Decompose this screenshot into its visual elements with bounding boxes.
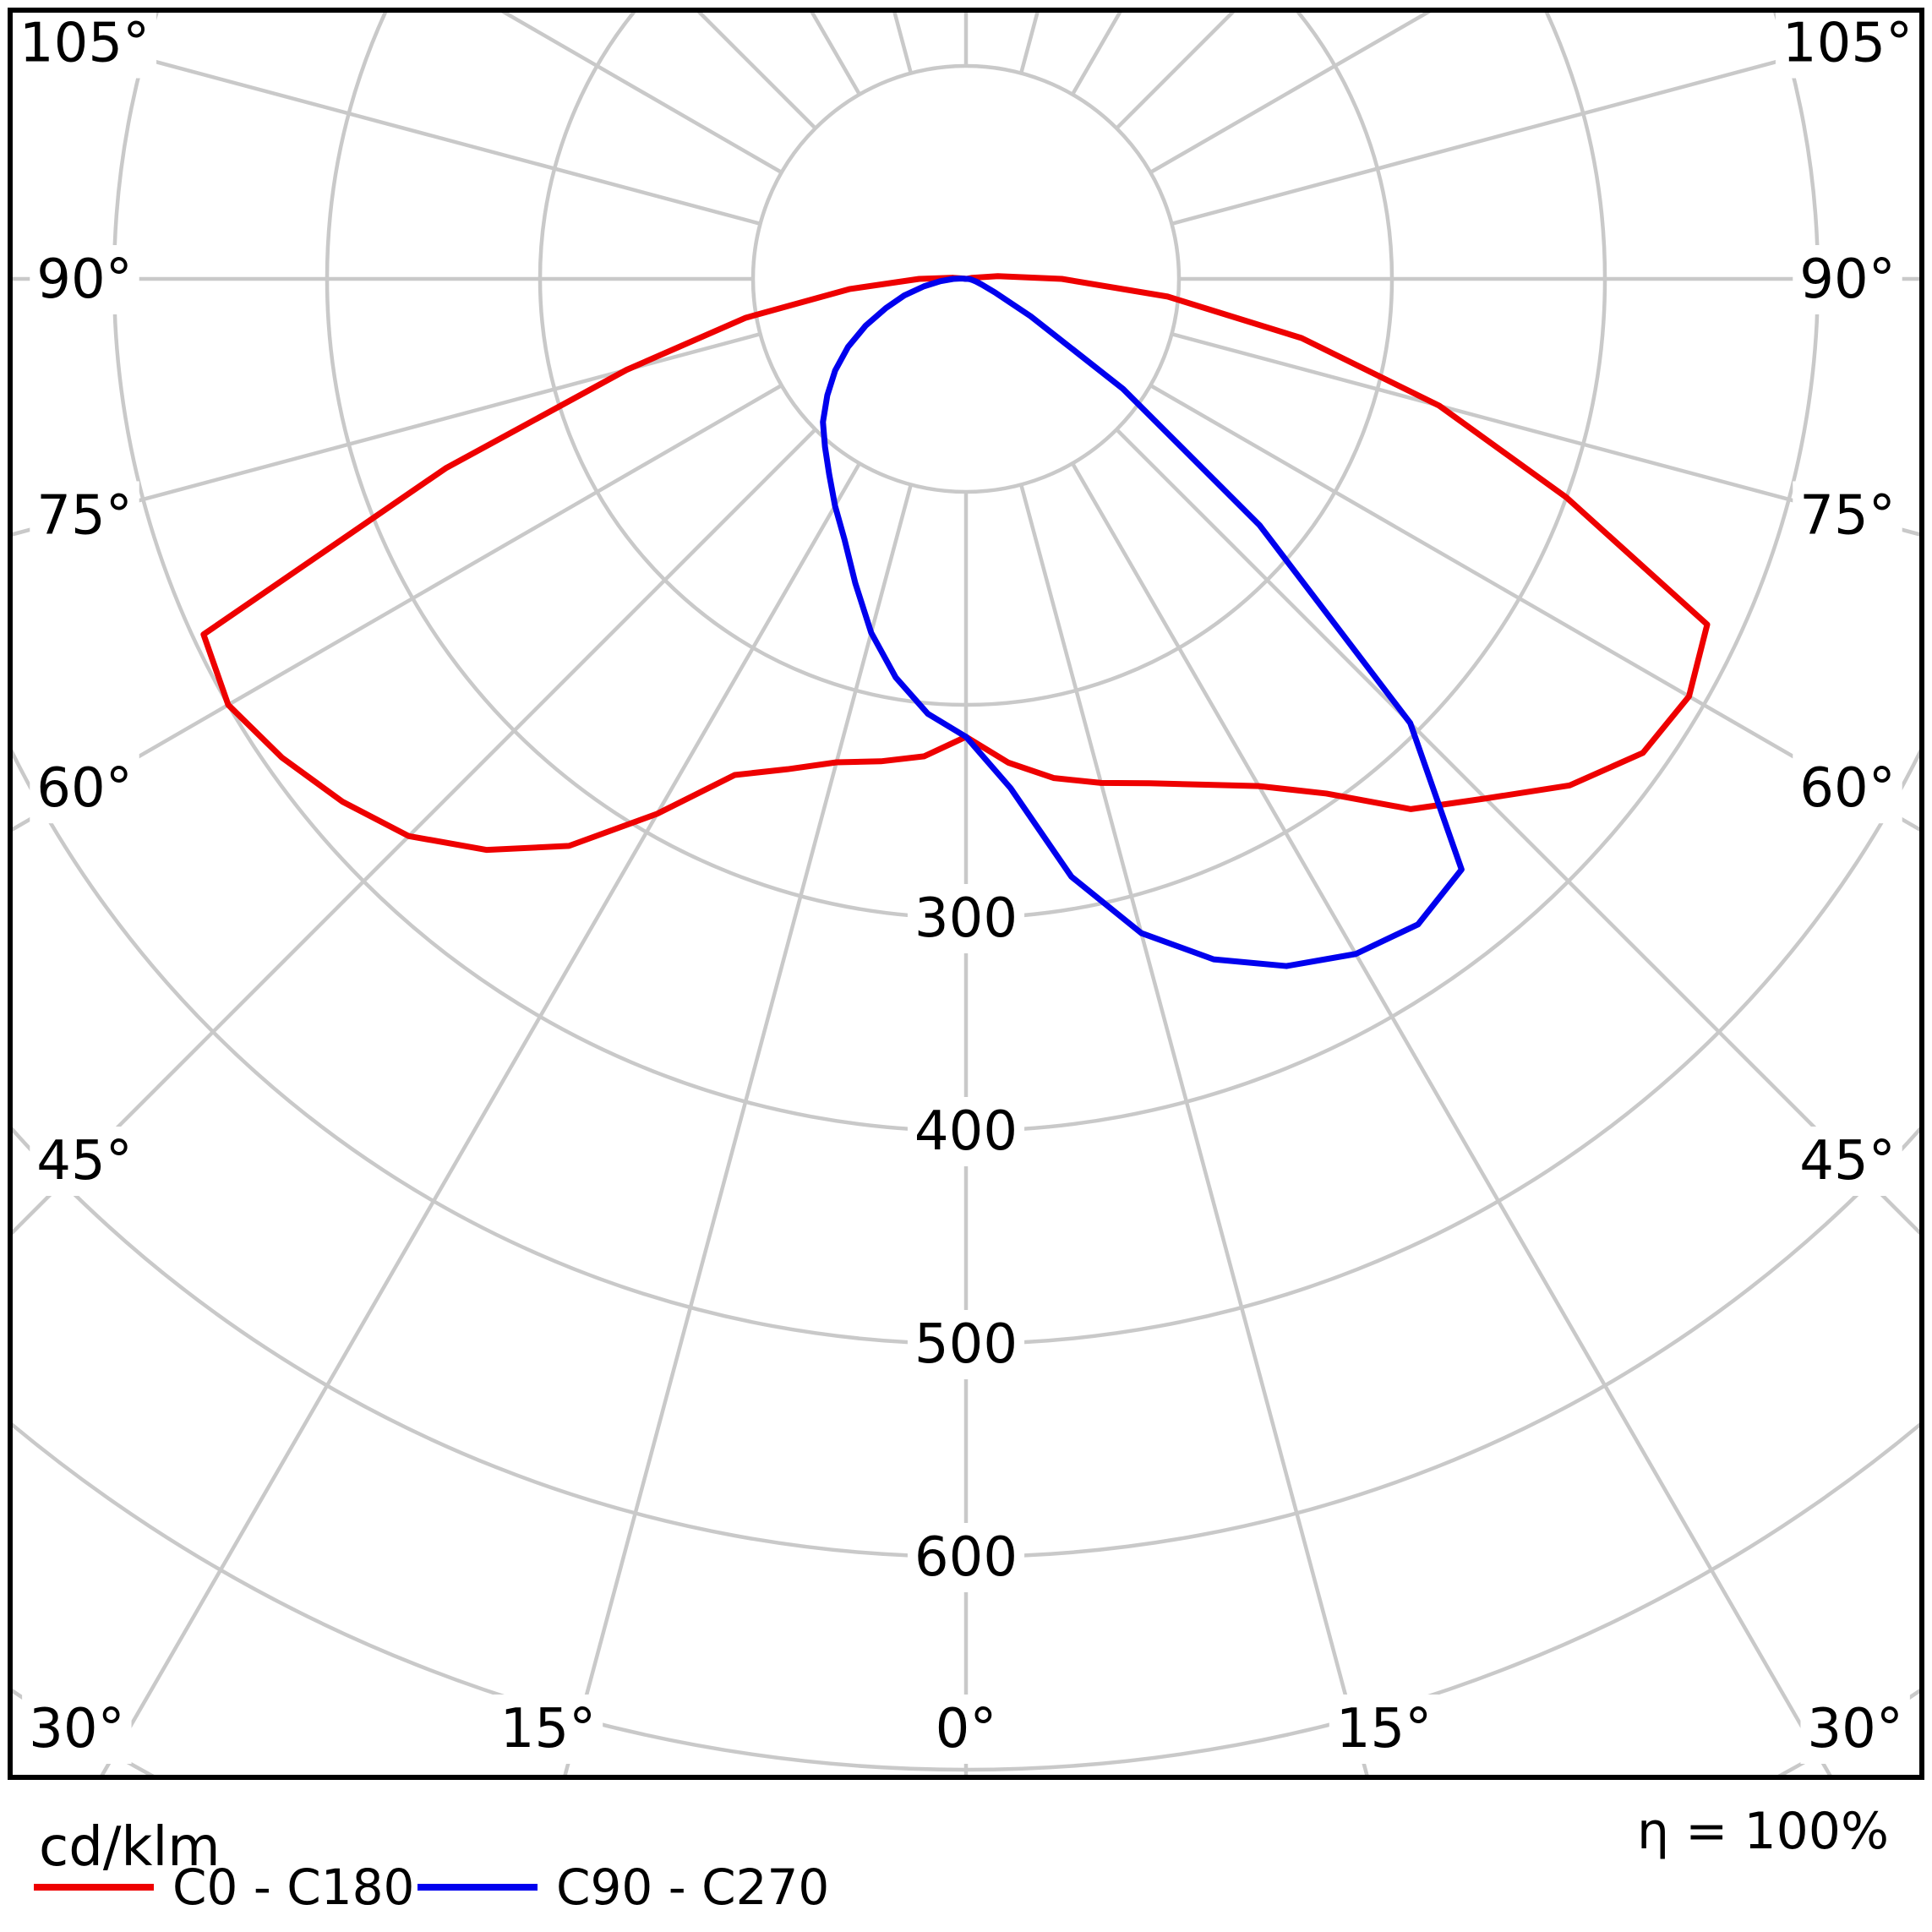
radial-label-600-bg xyxy=(907,1523,1025,1592)
radial-value-labels: 300 400 500 600 xyxy=(907,884,1025,1592)
radial-label-400-bg xyxy=(907,1097,1025,1166)
angle-label-right-45-bg xyxy=(1793,1127,1902,1196)
curve-c90-c270 xyxy=(820,276,1465,969)
radial-label-400: 400 xyxy=(914,1100,1018,1163)
grid-spoke-315 xyxy=(13,428,817,1236)
legend-label-c90-c270: C90 - C270 xyxy=(556,1858,829,1916)
grid-spoke-345 xyxy=(563,483,913,1775)
angle-label-right-90: 90° xyxy=(1799,248,1895,311)
grid-spoke-45 xyxy=(1115,428,1919,1236)
angle-label-bottom-right-15-bg xyxy=(1329,1695,1439,1764)
angle-label-bottom-left-30-bg xyxy=(22,1695,132,1764)
angle-labels: 45° 45° 60° 60° 75° 75° 90° 90° 105° 105° 0° 15° 15°… xyxy=(12,8,1920,1764)
grid-spoke-300 xyxy=(13,384,783,832)
angle-label-right-45: 45° xyxy=(1799,1130,1895,1192)
legend-item-c0-c180: C0 - C180 xyxy=(34,1858,414,1916)
units-label: cd/klm xyxy=(39,1816,221,1879)
angle-label-left-105: 105° xyxy=(19,13,150,75)
legend-label-c0-c180: C0 - C180 xyxy=(172,1858,414,1916)
angle-label-right-75-bg xyxy=(1793,481,1902,551)
angle-label-left-105-bg xyxy=(12,8,157,79)
angle-label-right-60: 60° xyxy=(1799,757,1895,820)
angle-label-right-90-bg xyxy=(1793,245,1902,314)
angle-label-left-75-bg xyxy=(30,481,139,551)
angle-label-bottom-right-30-bg xyxy=(1800,1695,1910,1764)
grid-spoke-60 xyxy=(1149,384,1919,832)
radial-label-300: 300 xyxy=(914,887,1018,950)
angle-label-left-90-bg xyxy=(30,245,139,314)
angle-label-right-105: 105° xyxy=(1782,13,1913,75)
angle-label-bottom-left-30: 30° xyxy=(29,1698,124,1760)
angle-label-left-75: 75° xyxy=(36,484,132,547)
angle-label-left-45-bg xyxy=(30,1127,139,1196)
legend-item-c90-c270: C90 - C270 xyxy=(418,1858,829,1916)
radial-label-600: 600 xyxy=(914,1526,1018,1589)
efficiency-label: η = 100% xyxy=(1637,1802,1889,1861)
angle-label-left-60: 60° xyxy=(36,757,132,820)
intensity-curves xyxy=(200,273,1711,969)
grid-spoke-15 xyxy=(1019,483,1369,1775)
curve-c0-c180 xyxy=(200,273,1711,854)
radial-label-500: 500 xyxy=(914,1313,1018,1376)
radial-label-300-bg xyxy=(907,884,1025,953)
grid-spoke-330 xyxy=(100,462,861,1775)
angle-label-bottom-left-0: 0° xyxy=(936,1698,997,1760)
grid-spoke-255 xyxy=(13,21,761,226)
angle-label-left-60-bg xyxy=(30,754,139,824)
plot-frame xyxy=(8,8,1924,1780)
angle-label-bottom-right-30: 30° xyxy=(1807,1698,1902,1760)
grid-spoke-285 xyxy=(13,332,761,537)
angle-label-bottom-left-15: 15° xyxy=(500,1698,596,1760)
grid-spoke-75 xyxy=(1171,332,1919,537)
angle-label-right-105-bg xyxy=(1775,8,1920,79)
angle-label-left-45: 45° xyxy=(36,1130,132,1192)
angle-label-bottom-right-15: 15° xyxy=(1336,1698,1432,1760)
angle-label-left-90: 90° xyxy=(36,248,132,311)
radial-label-500-bg xyxy=(907,1310,1025,1379)
legend: C0 - C180 C90 - C270 xyxy=(34,1858,829,1916)
angle-label-bottom-left-0-bg xyxy=(928,1695,1004,1764)
angle-label-right-75: 75° xyxy=(1799,484,1895,547)
angle-label-right-60-bg xyxy=(1793,754,1902,824)
grid-spoke-30 xyxy=(1071,462,1832,1775)
angle-label-bottom-left-15-bg xyxy=(493,1695,603,1764)
grid-spoke-105 xyxy=(1171,21,1919,226)
